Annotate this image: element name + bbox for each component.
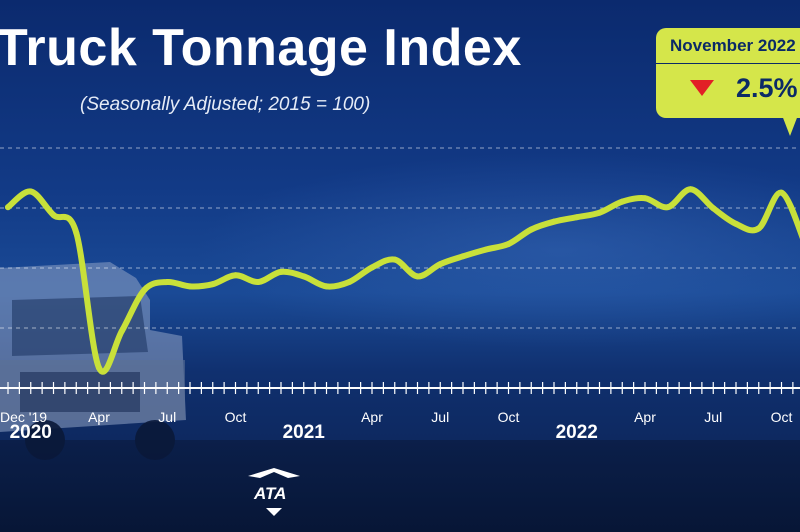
data-point [50,211,57,218]
callout-period: November 2022 [670,36,796,55]
data-point [528,226,535,233]
data-point [73,229,80,236]
series-line-0 [5,186,800,375]
data-point [733,220,739,227]
data-point [278,268,284,275]
data-point [118,328,125,335]
data-point [596,209,603,216]
x-tick-label: Oct [225,409,247,425]
data-point [255,278,262,285]
series-group [5,186,800,375]
x-tick-label: 2022 [556,422,598,443]
x-tick-label: Jul [704,409,722,425]
down-triangle-icon [690,80,714,96]
callout-pointer [780,110,800,136]
data-point [664,204,671,211]
data-point [141,286,148,293]
data-point [5,204,11,211]
data-point [505,241,512,247]
data-point [460,253,466,260]
x-tick-label: Jul [158,409,176,425]
data-point [642,195,648,202]
x-tick-label: Jul [431,409,449,425]
data-point [164,278,171,285]
x-tick-label: Oct [771,409,793,425]
data-point [323,283,330,290]
x-tick-label: Dec '19 [0,409,47,425]
data-point [96,364,102,371]
data-point [369,264,375,271]
data-point [687,186,694,193]
data-point [755,225,762,232]
data-point [573,214,580,221]
x-tick-label: Apr [634,409,656,425]
background-road [0,440,800,532]
callout-change-value: 2.5% [736,73,798,103]
x-tick-label: Apr [88,409,110,425]
data-point [187,283,193,290]
data-point [346,278,353,285]
x-tick-label: Oct [498,409,520,425]
data-point [778,189,785,196]
change-callout: November 2022 2.5% [656,28,800,118]
chart-title: Truck Tonnage Index [0,19,522,77]
data-point [391,256,398,263]
data-point [300,273,307,280]
chart-subtitle: (Seasonally Adjusted; 2015 = 100) [80,94,371,115]
x-tick-label: 2020 [10,422,52,443]
data-point [710,205,717,212]
data-point [551,218,557,225]
data-point [414,273,421,280]
data-point [619,198,626,205]
logo-text: ATA [254,484,287,503]
ata-logo: ATA [244,462,304,518]
data-point [437,261,444,268]
callout-divider [656,63,800,64]
ata-logo-icon [248,468,300,516]
data-point [482,246,489,253]
data-point [209,281,216,288]
x-tick-label: 2021 [283,422,326,443]
data-point [232,272,239,279]
x-tick-label: Apr [361,409,383,425]
gridlines [0,147,800,329]
data-point [27,188,34,195]
